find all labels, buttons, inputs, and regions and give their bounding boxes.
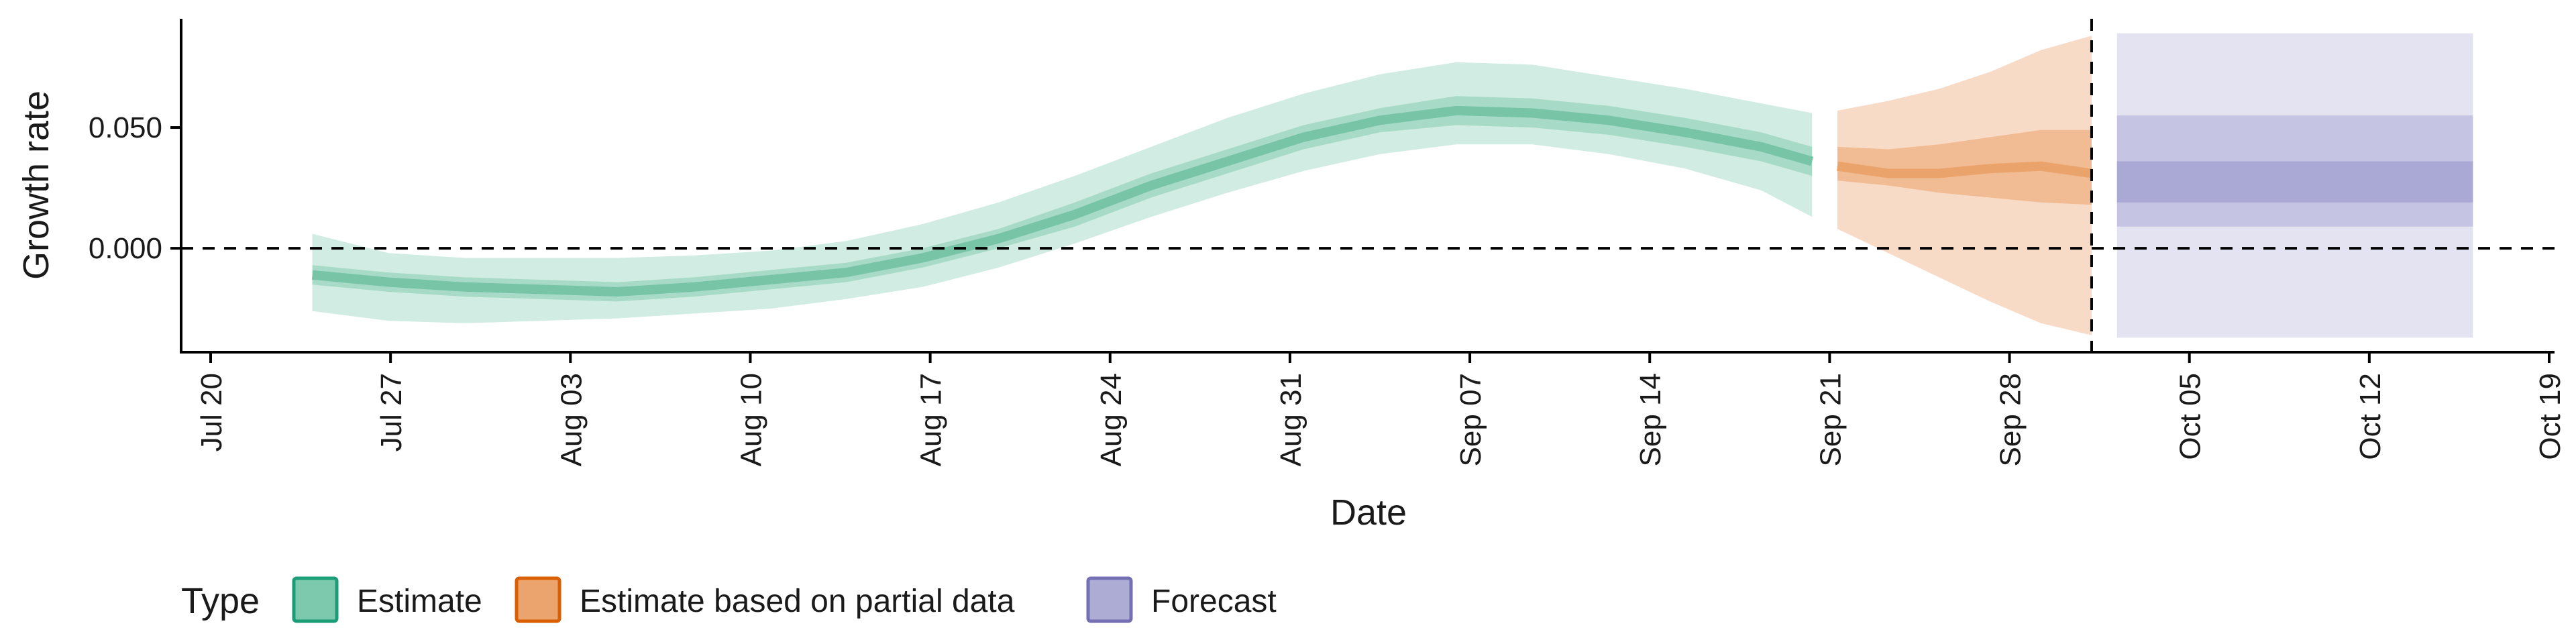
x-tick-label: Sep 07 — [1454, 373, 1487, 466]
estimate-median-line — [311, 105, 1814, 297]
x-axis-title: Date — [1330, 492, 1407, 533]
estimate-based-on-partial-data-median-line — [1837, 161, 2092, 178]
legend-key-estimate-based-on-partial-data — [515, 576, 561, 623]
x-tick-label: Oct 12 — [2354, 373, 2387, 460]
x-tick-label: Aug 24 — [1095, 373, 1128, 466]
legend-label-estimate: Estimate — [357, 584, 482, 619]
y-axis-ticks: 0.000 0.050 — [89, 111, 181, 265]
legend-label-forecast: Forecast — [1151, 584, 1277, 619]
x-tick-label: Aug 17 — [915, 373, 948, 466]
estimate-90-band — [312, 62, 1813, 323]
x-tick-label: Sep 28 — [1994, 373, 2027, 466]
x-tick-label: Oct 05 — [2174, 373, 2207, 460]
y-tick-label: 0.000 — [89, 232, 162, 265]
x-tick-label: Aug 10 — [735, 373, 768, 466]
x-axis-ticks: Jul 20 Jul 27 Aug 03 Aug 10 Aug 17 Aug 24 Aug … — [195, 352, 2567, 466]
estimate-50-band — [312, 96, 1813, 302]
y-tick-label: 0.050 — [89, 111, 162, 144]
x-tick-label: Jul 20 — [195, 373, 228, 451]
legend: Type Estimate Estimate based on partial da… — [181, 576, 1277, 623]
x-tick-label: Sep 21 — [1814, 373, 1847, 466]
reference-lines — [181, 19, 2559, 352]
x-tick-label: Oct 19 — [2534, 373, 2567, 460]
x-tick-label: Aug 03 — [555, 373, 588, 466]
legend-key-forecast — [1086, 576, 1133, 623]
legend-label-estimate-based-on-partial-data: Estimate based on partial data — [580, 584, 1015, 619]
ribbon-layer — [311, 33, 2473, 338]
x-tick-label: Aug 31 — [1275, 373, 1307, 466]
x-tick-label: Jul 27 — [375, 373, 408, 451]
axes — [180, 19, 2555, 354]
forecast-50-band — [2116, 161, 2473, 203]
y-axis-title: Growth rate — [16, 91, 56, 280]
legend-key-estimate — [292, 576, 339, 623]
legend-title: Type — [181, 581, 260, 621]
x-tick-label: Sep 14 — [1634, 373, 1667, 466]
